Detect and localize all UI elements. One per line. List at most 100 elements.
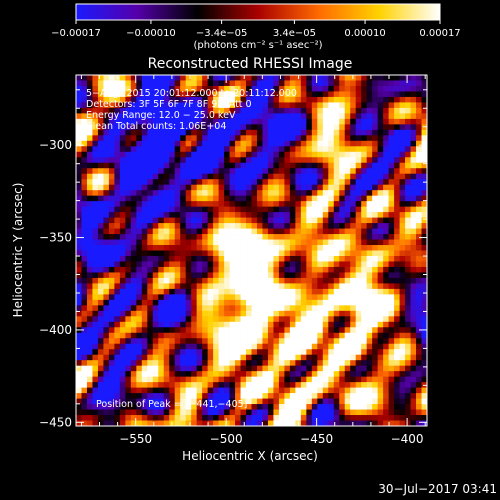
heatmap-cell [202, 266, 209, 273]
heatmap-cell [92, 195, 99, 202]
heatmap-cell [278, 118, 285, 125]
heatmap-cell [284, 184, 291, 191]
heatmap-cell [273, 272, 280, 279]
heatmap-cell [196, 255, 203, 262]
heatmap-cell [229, 255, 236, 262]
heatmap-cell [289, 398, 296, 405]
heatmap-cell [119, 255, 126, 262]
heatmap-cell [196, 146, 203, 153]
heatmap-cell [81, 404, 88, 410]
heatmap-cell [191, 387, 198, 394]
heatmap-cell [235, 223, 241, 229]
heatmap-cell [224, 223, 230, 229]
heatmap-cell [163, 80, 170, 87]
heatmap-cell [306, 140, 313, 147]
heatmap-cell [372, 184, 379, 191]
heatmap-cell [196, 168, 203, 175]
heatmap-cell [147, 415, 154, 421]
heatmap-cell [136, 376, 143, 383]
heatmap-cell [191, 415, 198, 421]
heatmap-cell [383, 393, 390, 399]
heatmap-cell [295, 113, 302, 120]
heatmap-cell [97, 140, 104, 147]
heatmap-cell [152, 376, 159, 383]
heatmap-cell [246, 140, 252, 147]
heatmap-cell [366, 376, 373, 383]
heatmap-cell [416, 80, 422, 87]
heatmap-cell [284, 201, 291, 208]
heatmap-cell [196, 338, 203, 345]
heatmap-cell [136, 310, 143, 317]
heatmap-cell [86, 349, 93, 356]
heatmap-cell [185, 217, 192, 224]
heatmap-cell [410, 75, 417, 81]
heatmap-cell [278, 146, 285, 153]
heatmap-cell [256, 234, 263, 240]
heatmap-cell [158, 151, 165, 158]
heatmap-cell [158, 354, 165, 361]
heatmap-cell [108, 179, 115, 186]
heatmap-cell [246, 398, 252, 405]
heatmap-cell [218, 107, 225, 114]
heatmap-cell [372, 190, 379, 197]
heatmap-cell [306, 398, 313, 405]
heatmap-cell [119, 261, 126, 268]
heatmap-cell [235, 129, 241, 136]
heatmap-cell [377, 321, 384, 328]
heatmap-cell [350, 96, 357, 103]
heatmap-cell [267, 179, 274, 186]
heatmap-cell [399, 245, 406, 251]
heatmap-cell [235, 190, 241, 197]
heatmap-cell [388, 151, 395, 158]
heatmap-cell [350, 184, 357, 191]
heatmap-cell [405, 272, 411, 279]
heatmap-cell [289, 75, 296, 81]
heatmap-cell [361, 387, 368, 394]
heatmap-cell [136, 299, 143, 306]
heatmap-cell [76, 255, 82, 262]
heatmap-cell [174, 179, 181, 186]
heatmap-cell [147, 371, 154, 378]
heatmap-cell [322, 195, 329, 202]
heatmap-cell [130, 415, 137, 421]
heatmap-cell [344, 332, 351, 339]
heatmap-cell [92, 201, 99, 208]
heatmap-cell [350, 349, 357, 356]
heatmap-cell [169, 255, 176, 262]
heatmap-cell [372, 201, 379, 208]
heatmap-cell [366, 250, 373, 257]
heatmap-cell [108, 107, 115, 114]
heatmap-cell [174, 80, 181, 87]
heatmap-cell [224, 234, 230, 240]
heatmap-cell [202, 310, 209, 317]
heatmap-cell [377, 162, 384, 169]
heatmap-cell [251, 283, 258, 290]
heatmap-cell [350, 239, 357, 246]
heatmap-cell [355, 179, 362, 186]
heatmap-cell [119, 327, 126, 334]
heatmap-cell [388, 332, 395, 339]
heatmap-cell [405, 277, 411, 284]
heatmap-cell [267, 266, 274, 273]
heatmap-cell [158, 338, 165, 345]
heatmap-cell [207, 310, 214, 317]
heatmap-cell [306, 91, 313, 98]
heatmap-cell [322, 415, 329, 421]
heatmap-cell [311, 310, 318, 317]
heatmap-cell [114, 168, 121, 175]
heatmap-cell [103, 299, 110, 306]
heatmap-cell [202, 129, 209, 136]
heatmap-cell [152, 195, 159, 202]
heatmap-cell [163, 376, 170, 383]
heatmap-cell [366, 124, 373, 131]
heatmap-cell [416, 102, 422, 109]
heatmap-cell [278, 338, 285, 345]
heatmap-cell [344, 102, 351, 109]
heatmap-cell [377, 173, 384, 180]
heatmap-cell [246, 179, 252, 186]
heatmap-cell [383, 118, 390, 125]
heatmap-cell [267, 118, 274, 125]
heatmap-cell [388, 387, 395, 394]
heatmap-cell [372, 299, 379, 306]
heatmap-cell [119, 266, 126, 273]
